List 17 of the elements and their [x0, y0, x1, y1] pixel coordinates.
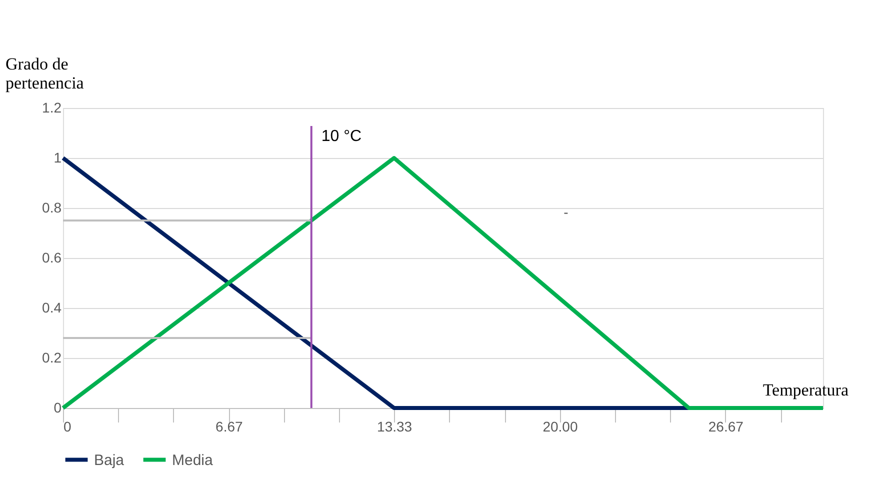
x-tick-label: 6.67: [216, 418, 243, 434]
y-tick-label: 0.2: [42, 350, 62, 366]
y-tick-label: 0.4: [42, 300, 62, 316]
legend-label: Media: [172, 452, 214, 469]
ref-line-label: 10 °C: [321, 128, 362, 145]
legend-label: Baja: [94, 452, 125, 469]
x-tick-label: 26.67: [708, 418, 744, 434]
x-axis-title: Temperatura: [762, 380, 849, 400]
y-tick-label: 1.2: [42, 100, 62, 116]
y-tick-label: 1: [54, 150, 62, 166]
y-tick-label: 0.6: [42, 250, 62, 266]
y-tick-label: 0.8: [42, 200, 62, 216]
y-axis-title: Grado de pertenencia: [6, 54, 84, 92]
x-tick-label: 20.00: [542, 418, 578, 434]
y-tick-label: 0: [54, 400, 62, 416]
annotation: -: [564, 204, 569, 220]
x-tick-label: 13.33: [377, 418, 412, 434]
